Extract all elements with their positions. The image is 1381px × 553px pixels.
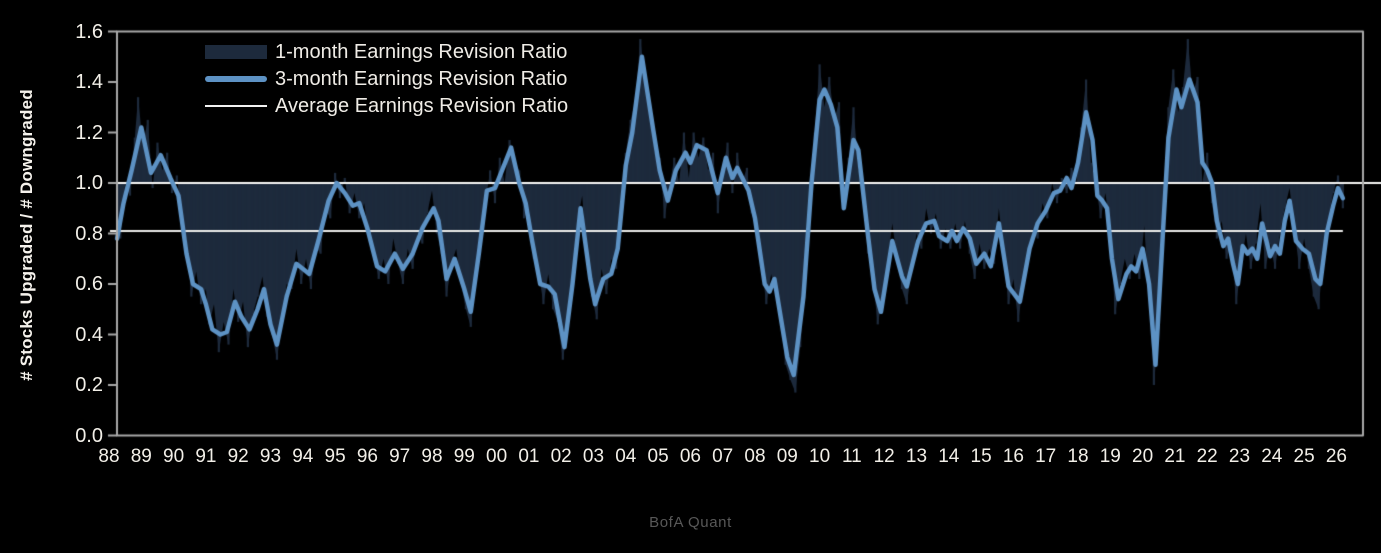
x-tick-label: 03 <box>582 446 605 467</box>
x-tick-label: 05 <box>647 446 669 467</box>
y-tick-label: 0.8 <box>75 222 103 245</box>
x-tick-label: 25 <box>1293 446 1315 467</box>
legend: 1-month Earnings Revision Ratio 3-month … <box>205 40 569 123</box>
y-tick-label: 0.0 <box>75 424 103 447</box>
x-tick-label: 24 <box>1261 446 1283 467</box>
legend-label-3-month: 3-month Earnings Revision Ratio <box>275 67 568 90</box>
y-tick-label: 0.4 <box>75 323 103 346</box>
x-tick-label: 09 <box>776 446 798 467</box>
x-tick-label: 16 <box>1002 446 1024 467</box>
blue-line-swatch-icon <box>205 76 267 82</box>
x-tick-label: 17 <box>1035 446 1057 467</box>
x-tick-label: 20 <box>1132 446 1154 467</box>
x-tick-label: 98 <box>421 446 443 467</box>
legend-label-1-month: 1-month Earnings Revision Ratio <box>275 40 568 63</box>
x-tick-label: 89 <box>130 446 152 467</box>
x-tick-label: 11 <box>842 446 862 467</box>
y-tick-label: 1.2 <box>75 121 103 144</box>
legend-item-1-month: 1-month Earnings Revision Ratio <box>205 40 568 63</box>
x-tick-label: 02 <box>550 446 572 467</box>
x-tick-label: 95 <box>324 446 346 467</box>
x-tick-label: 97 <box>389 446 411 467</box>
x-tick-label: 08 <box>744 446 766 467</box>
area-swatch-icon <box>205 45 267 59</box>
y-tick-label: 1.6 <box>75 20 103 43</box>
x-tick-label: 26 <box>1325 446 1347 467</box>
x-tick-label: 92 <box>227 446 249 467</box>
y-tick-label: 1.4 <box>75 71 103 93</box>
x-tick-label: 21 <box>1164 446 1186 467</box>
y-tick-label: 0.6 <box>75 273 103 295</box>
x-tick-label: 90 <box>163 446 185 467</box>
x-tick-label: 13 <box>905 446 928 467</box>
legend-item-average: Average Earnings Revision Ratio <box>205 94 569 117</box>
x-tick-label: 99 <box>453 446 475 467</box>
x-tick-label: 93 <box>259 446 282 467</box>
x-tick-label: 23 <box>1228 446 1251 467</box>
legend-item-3-month: 3-month Earnings Revision Ratio <box>205 67 568 90</box>
x-tick-label: 14 <box>938 446 960 467</box>
x-tick-label: 15 <box>970 446 992 467</box>
x-tick-label: 91 <box>195 446 217 467</box>
x-tick-label: 06 <box>679 446 701 467</box>
x-tick-label: 18 <box>1067 446 1089 467</box>
x-tick-label: 94 <box>292 446 314 467</box>
white-line-swatch-icon <box>205 105 267 107</box>
legend-label-average: Average Earnings Revision Ratio <box>275 94 569 117</box>
x-tick-label: 01 <box>518 446 540 467</box>
x-tick-label: 00 <box>486 446 508 467</box>
x-tick-label: 19 <box>1099 446 1121 467</box>
x-tick-label: 04 <box>615 446 637 467</box>
x-tick-label: 22 <box>1196 446 1218 467</box>
x-tick-label: 96 <box>356 446 378 467</box>
x-tick-label: 10 <box>809 446 831 467</box>
y-tick-label: 0.2 <box>75 374 103 396</box>
x-tick-label: 12 <box>873 446 895 467</box>
source-caption: BofA Quant <box>649 514 732 531</box>
x-tick-label: 88 <box>98 446 120 467</box>
x-tick-label: 07 <box>712 446 734 467</box>
y-tick-label: 1.0 <box>75 172 103 194</box>
